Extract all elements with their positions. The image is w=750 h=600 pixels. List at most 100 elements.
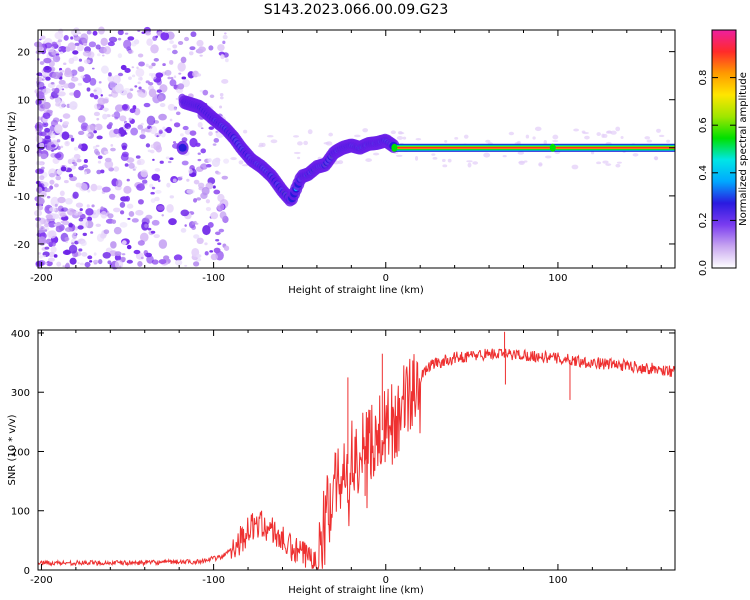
noise-blob bbox=[93, 111, 100, 117]
noise-blob bbox=[135, 209, 144, 216]
noise-blob bbox=[76, 44, 84, 52]
noise-blob bbox=[168, 218, 177, 226]
noise-blob bbox=[200, 163, 208, 170]
noise-blob bbox=[219, 93, 224, 97]
noise-blob bbox=[111, 197, 115, 200]
noise-blob bbox=[86, 124, 95, 133]
noise-blob bbox=[100, 65, 109, 74]
noise-blob bbox=[173, 75, 177, 79]
noise-blob bbox=[93, 252, 97, 256]
noise-blob bbox=[69, 101, 78, 110]
noise-blob bbox=[523, 160, 528, 163]
noise-blob bbox=[131, 74, 136, 78]
noise-blob bbox=[146, 115, 156, 126]
noise-blob bbox=[59, 51, 64, 55]
noise-blob bbox=[432, 157, 438, 160]
noise-blob bbox=[78, 132, 82, 135]
noise-blob bbox=[120, 256, 126, 262]
noise-blob bbox=[167, 160, 172, 164]
noise-blob bbox=[602, 160, 609, 164]
noise-blob bbox=[193, 198, 198, 203]
noise-blob bbox=[216, 203, 225, 211]
noise-blob bbox=[596, 132, 601, 137]
noise-blob bbox=[223, 158, 230, 164]
noise-blob bbox=[224, 32, 227, 35]
noise-blob bbox=[103, 150, 109, 155]
snr-y-tick-label: 0 bbox=[24, 566, 30, 577]
spectrogram-x-tick-label: 0 bbox=[383, 273, 389, 284]
noise-blob bbox=[552, 139, 559, 143]
noise-blob bbox=[102, 251, 111, 259]
noise-blob bbox=[86, 87, 91, 92]
noise-blob bbox=[93, 130, 97, 134]
noise-blob bbox=[154, 196, 160, 202]
noise-blob bbox=[170, 76, 174, 80]
snr-y-tick-label: 100 bbox=[11, 507, 30, 518]
noise-blob bbox=[200, 127, 204, 130]
noise-blob bbox=[39, 142, 45, 149]
noise-blob bbox=[74, 226, 79, 231]
noise-blob bbox=[151, 186, 156, 190]
noise-blob bbox=[137, 199, 144, 205]
noise-blob bbox=[73, 162, 78, 167]
noise-blob bbox=[64, 227, 73, 232]
noise-blob bbox=[581, 130, 586, 134]
noise-blob bbox=[59, 190, 65, 197]
noise-blob bbox=[68, 57, 75, 64]
noise-blob bbox=[186, 188, 195, 195]
noise-blob bbox=[88, 41, 97, 48]
noise-blob bbox=[62, 113, 71, 119]
noise-blob bbox=[202, 89, 209, 96]
noise-blob bbox=[96, 135, 103, 140]
noise-blob bbox=[61, 207, 69, 212]
noise-blob bbox=[196, 254, 202, 258]
noise-blob bbox=[65, 262, 70, 268]
noise-blob bbox=[266, 135, 274, 138]
noise-blob bbox=[95, 44, 101, 50]
noise-blob bbox=[218, 228, 225, 233]
noise-blob bbox=[602, 133, 608, 138]
noise-blob bbox=[79, 208, 83, 212]
noise-blob bbox=[89, 77, 97, 86]
noise-blob bbox=[98, 81, 102, 84]
spectrogram-frame bbox=[37, 29, 676, 269]
noise-blob bbox=[415, 138, 422, 141]
noise-blob bbox=[204, 242, 208, 246]
noise-blob bbox=[148, 65, 153, 69]
noise-blob bbox=[620, 136, 624, 140]
noise-blob bbox=[36, 76, 43, 82]
noise-blob bbox=[43, 123, 47, 126]
noise-blob bbox=[173, 107, 177, 112]
noise-blob bbox=[178, 72, 182, 75]
noise-blob bbox=[36, 223, 41, 229]
noise-blob bbox=[143, 102, 151, 108]
noise-blob bbox=[181, 76, 187, 80]
noise-blob bbox=[72, 50, 79, 55]
noise-blob bbox=[57, 39, 63, 43]
noise-blob bbox=[214, 231, 221, 236]
noise-blob bbox=[95, 185, 103, 191]
noise-blob bbox=[53, 223, 57, 226]
noise-blob bbox=[57, 145, 61, 150]
noise-blob bbox=[138, 86, 142, 90]
noise-blob bbox=[78, 58, 83, 62]
noise-blob bbox=[223, 245, 230, 251]
spectrogram-x-tick-label: -100 bbox=[202, 273, 225, 284]
noise-blob bbox=[615, 163, 621, 168]
noise-blob bbox=[148, 88, 157, 98]
noise-blob bbox=[83, 42, 88, 46]
snr-series-line bbox=[37, 348, 676, 570]
noise-blob bbox=[70, 165, 76, 170]
noise-blob bbox=[139, 93, 145, 98]
noise-blob bbox=[45, 76, 51, 81]
noise-blob bbox=[146, 38, 153, 46]
noise-blob bbox=[82, 232, 87, 237]
noise-blob bbox=[128, 76, 132, 80]
noise-blob bbox=[100, 206, 104, 210]
noise-blob bbox=[50, 132, 56, 139]
spectrogram-x-tick-label: -200 bbox=[30, 273, 53, 284]
noise-blob bbox=[80, 75, 86, 79]
noise-blob bbox=[431, 153, 436, 156]
noise-blob bbox=[137, 53, 144, 58]
noise-blob bbox=[666, 139, 671, 143]
